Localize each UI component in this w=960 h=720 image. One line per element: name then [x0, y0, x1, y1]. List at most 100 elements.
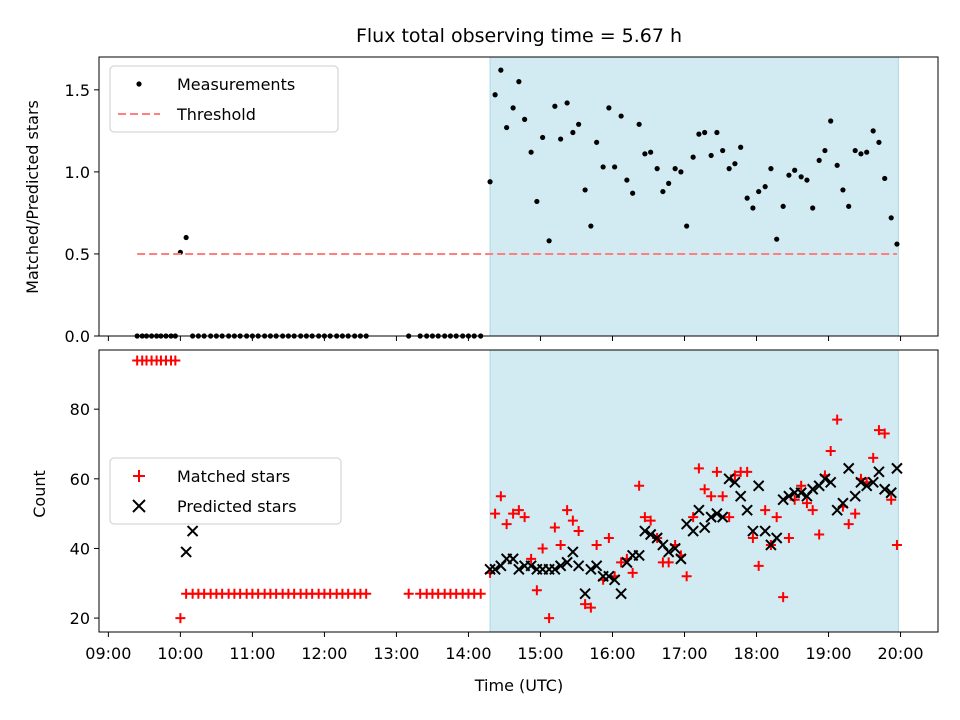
matched-star-point	[627, 567, 638, 578]
x-tick-label: 12:00	[301, 644, 347, 663]
measurement-point	[630, 190, 636, 196]
ratio-y-tick-label: 0.5	[65, 245, 90, 264]
matched-star-point	[495, 491, 506, 502]
matched-star-point	[170, 355, 181, 366]
matched-star-point	[490, 508, 501, 519]
measurement-point	[636, 121, 642, 127]
legend-measurements-label: Measurements	[177, 75, 295, 94]
x-tick-label: 10:00	[157, 644, 203, 663]
measurement-point	[858, 151, 864, 157]
chart-title: Flux total observing time = 5.67 h	[356, 25, 682, 47]
measurement-point	[870, 128, 876, 134]
x-tick-label: 15:00	[517, 644, 563, 663]
count-y-tick-label: 40	[70, 539, 90, 558]
measurement-point	[834, 162, 840, 168]
measurement-point	[894, 241, 900, 247]
measurement-point	[756, 188, 762, 195]
predicted-star-point	[716, 511, 729, 523]
measurement-point	[522, 116, 528, 122]
predicted-star-point	[561, 556, 573, 569]
predicted-star-point	[180, 546, 192, 558]
matched-star-point	[175, 613, 186, 624]
measurement-point	[708, 152, 714, 159]
predicted-star-point	[644, 528, 657, 541]
x-tick-label: 11:00	[229, 644, 275, 663]
measurement-point	[594, 139, 600, 145]
measurement-point	[642, 151, 648, 157]
matched-star-point	[526, 553, 537, 564]
measurement-point	[684, 223, 690, 229]
predicted-star-point	[554, 560, 567, 572]
predicted-star-point	[186, 525, 199, 537]
measurement-point	[528, 149, 534, 155]
count-panel: 09:00 10:00 11:00 12:00 13:00 14:00 15:00 16:00…	[30, 349, 939, 663]
predicted-star-point	[777, 493, 789, 506]
predicted-star-point	[711, 507, 723, 520]
predicted-star-point	[633, 549, 645, 562]
predicted-star-point	[878, 483, 891, 495]
measurement-point	[750, 205, 756, 211]
measurement-point	[882, 175, 888, 182]
measurement-point	[720, 147, 726, 154]
predicted-star-point	[723, 473, 735, 485]
measurement-point	[504, 124, 510, 131]
measurement-point	[516, 79, 522, 85]
matched-star-point	[567, 515, 578, 526]
measurement-point	[588, 223, 594, 229]
matched-star-point	[537, 543, 548, 554]
legend-predicted-label: Predicted stars	[177, 497, 297, 516]
predicted-star-point	[824, 476, 837, 489]
measurement-point	[714, 129, 720, 136]
measurement-point	[762, 184, 768, 190]
matched-star-point	[760, 505, 771, 516]
count-y-tick-label: 80	[70, 400, 90, 419]
predicted-star-point	[747, 525, 759, 537]
predicted-star-point	[795, 487, 807, 499]
matched-star-point	[585, 602, 596, 613]
ratio-y-tick-label: 1.0	[65, 163, 90, 182]
matched-star-point	[616, 557, 627, 568]
matched-star-point	[796, 480, 807, 491]
x-tick-label: 18:00	[733, 644, 779, 663]
count-y-tick-label: 60	[70, 470, 90, 489]
measurement-point	[564, 100, 570, 106]
measurement-point	[864, 149, 870, 155]
measurement-point	[492, 92, 498, 98]
x-tick-label: 13:00	[373, 644, 419, 663]
measurement-point	[816, 157, 822, 163]
predicted-star-point	[783, 490, 795, 502]
measurement-point	[558, 136, 564, 142]
ratio-observing-window	[489, 56, 899, 337]
predicted-star-point	[608, 574, 621, 586]
matched-star-point	[717, 491, 728, 502]
predicted-star-point	[770, 532, 783, 544]
matched-star-point	[753, 560, 764, 571]
count-legend-box	[109, 457, 342, 525]
measurement-point	[690, 154, 696, 160]
matched-star-point	[825, 445, 836, 456]
measurement-point	[726, 166, 732, 172]
measurement-point	[618, 113, 624, 119]
matched-star-point	[850, 508, 861, 519]
predicted-star-point	[885, 487, 897, 499]
measurement-point	[648, 149, 654, 155]
predicted-star-point	[675, 553, 687, 565]
measurement-point	[654, 166, 660, 172]
matched-star-point	[403, 588, 414, 599]
matched-star-point	[562, 505, 573, 516]
legend-matched-marker	[133, 470, 145, 482]
matched-star-point	[706, 491, 717, 502]
x-tick-label: 17:00	[661, 644, 707, 663]
x-axis-title: Time (UTC)	[474, 676, 563, 695]
matched-star-point	[801, 498, 812, 509]
predicted-star-point	[687, 525, 699, 537]
matched-star-point	[778, 592, 789, 603]
matched-star-point	[634, 480, 645, 491]
matched-star-point	[361, 588, 372, 599]
predicted-star-point	[867, 476, 879, 489]
predicted-star-point	[507, 553, 519, 565]
measurement-point	[624, 177, 630, 183]
predicted-star-point	[855, 476, 867, 489]
matched-star-point	[807, 505, 818, 516]
x-tick-label: 14:00	[445, 644, 491, 663]
